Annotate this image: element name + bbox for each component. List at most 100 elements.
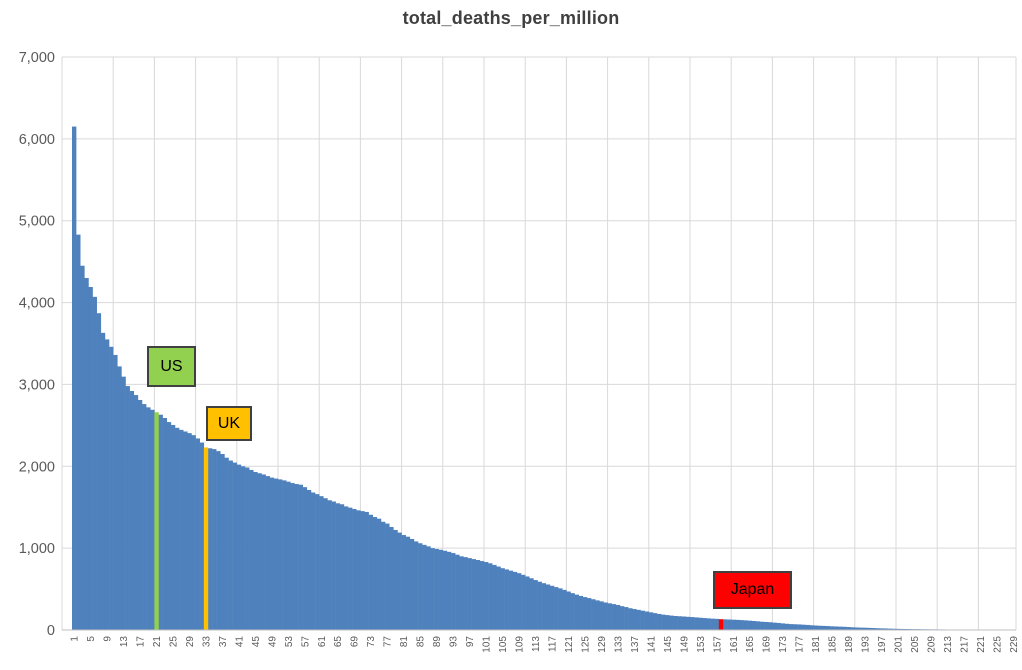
bar — [644, 611, 650, 630]
bar — [587, 598, 592, 630]
x-tick-label: 81 — [399, 636, 410, 648]
bar — [142, 404, 147, 630]
bar — [343, 506, 349, 630]
bar — [381, 521, 386, 630]
bar — [735, 619, 740, 630]
x-tick-label: 97 — [465, 636, 476, 648]
x-tick-label: 121 — [564, 636, 575, 653]
x-tick-label: 217 — [959, 636, 970, 653]
x-tick-label: 1 — [70, 636, 81, 642]
bar — [533, 580, 538, 630]
bar — [541, 583, 547, 630]
bar — [442, 550, 448, 630]
bar — [104, 339, 110, 630]
bar-us — [154, 412, 159, 630]
bar — [265, 476, 271, 630]
x-tick-label: 213 — [943, 636, 954, 653]
bar — [240, 466, 246, 630]
bar — [599, 601, 604, 630]
x-tick-label: 41 — [234, 636, 245, 648]
bar — [372, 517, 378, 630]
bar — [677, 616, 683, 630]
bar — [446, 551, 452, 630]
bar — [780, 623, 786, 630]
x-tick-label: 197 — [877, 636, 888, 653]
x-tick-label: 33 — [201, 636, 212, 648]
bar — [475, 560, 481, 630]
x-tick-label: 209 — [927, 636, 938, 653]
x-tick-label: 165 — [745, 636, 756, 653]
x-tick-label: 17 — [135, 636, 146, 648]
x-tick-label: 21 — [152, 636, 163, 648]
bar — [652, 613, 658, 630]
bar — [195, 438, 200, 630]
bar — [636, 609, 641, 630]
bar — [813, 625, 818, 630]
bar — [619, 606, 625, 630]
x-tick-label: 141 — [646, 636, 657, 653]
bar — [484, 562, 489, 630]
bar — [125, 386, 130, 630]
bar — [661, 614, 666, 630]
bar — [578, 595, 584, 630]
chart-title: total_deaths_per_million — [402, 8, 620, 28]
bar — [640, 610, 645, 630]
bar — [212, 449, 217, 630]
bar — [566, 591, 571, 630]
bar — [863, 627, 868, 630]
bar — [830, 626, 835, 630]
x-tick-label: 149 — [679, 636, 690, 653]
y-tick-label: 6,000 — [19, 132, 55, 148]
x-tick-label: 61 — [317, 636, 328, 648]
bar — [405, 536, 411, 630]
bar — [554, 587, 559, 630]
x-tick-label: 37 — [218, 636, 229, 648]
bar — [875, 628, 880, 630]
bar — [896, 628, 901, 630]
y-tick-label: 2,000 — [19, 459, 55, 475]
x-tick-label: 221 — [976, 636, 987, 653]
bar — [327, 500, 332, 630]
bar — [451, 553, 456, 630]
bar — [319, 496, 324, 630]
bar — [801, 624, 806, 630]
bar — [426, 546, 431, 630]
bar-uk — [203, 447, 209, 630]
bar — [207, 448, 213, 630]
bar — [129, 390, 135, 630]
x-tick-label: 29 — [185, 636, 196, 648]
bar — [838, 626, 843, 630]
bar — [290, 483, 295, 630]
x-tick-label: 45 — [251, 636, 262, 648]
bar — [315, 494, 320, 630]
bar — [84, 278, 89, 630]
bar — [788, 624, 794, 630]
x-tick-label: 177 — [795, 636, 806, 653]
bar — [657, 613, 662, 630]
bar — [224, 457, 229, 630]
x-tick-label: 13 — [119, 636, 130, 648]
bar — [323, 498, 328, 630]
bar — [467, 558, 472, 630]
x-tick-label: 133 — [613, 636, 624, 653]
bar — [764, 621, 769, 630]
us-callout-box: US — [147, 346, 196, 387]
bar — [545, 584, 551, 630]
x-tick-label: 201 — [894, 636, 905, 653]
bar — [690, 617, 695, 630]
bar — [768, 622, 773, 630]
x-tick-label: 157 — [712, 636, 723, 653]
bar — [109, 346, 114, 630]
x-tick-label: 85 — [416, 636, 427, 648]
bar — [364, 511, 369, 630]
x-tick-label: 77 — [383, 636, 394, 648]
bar — [611, 604, 617, 630]
bar — [492, 564, 497, 630]
bar — [368, 514, 374, 630]
bar — [504, 569, 509, 630]
y-tick-label: 5,000 — [19, 214, 55, 230]
bar — [117, 366, 122, 630]
bar — [175, 427, 180, 630]
bar — [459, 556, 464, 630]
